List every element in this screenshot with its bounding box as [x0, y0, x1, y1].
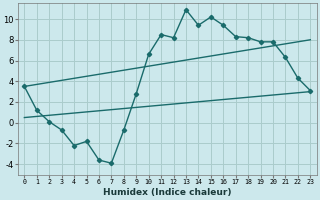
X-axis label: Humidex (Indice chaleur): Humidex (Indice chaleur) [103, 188, 232, 197]
